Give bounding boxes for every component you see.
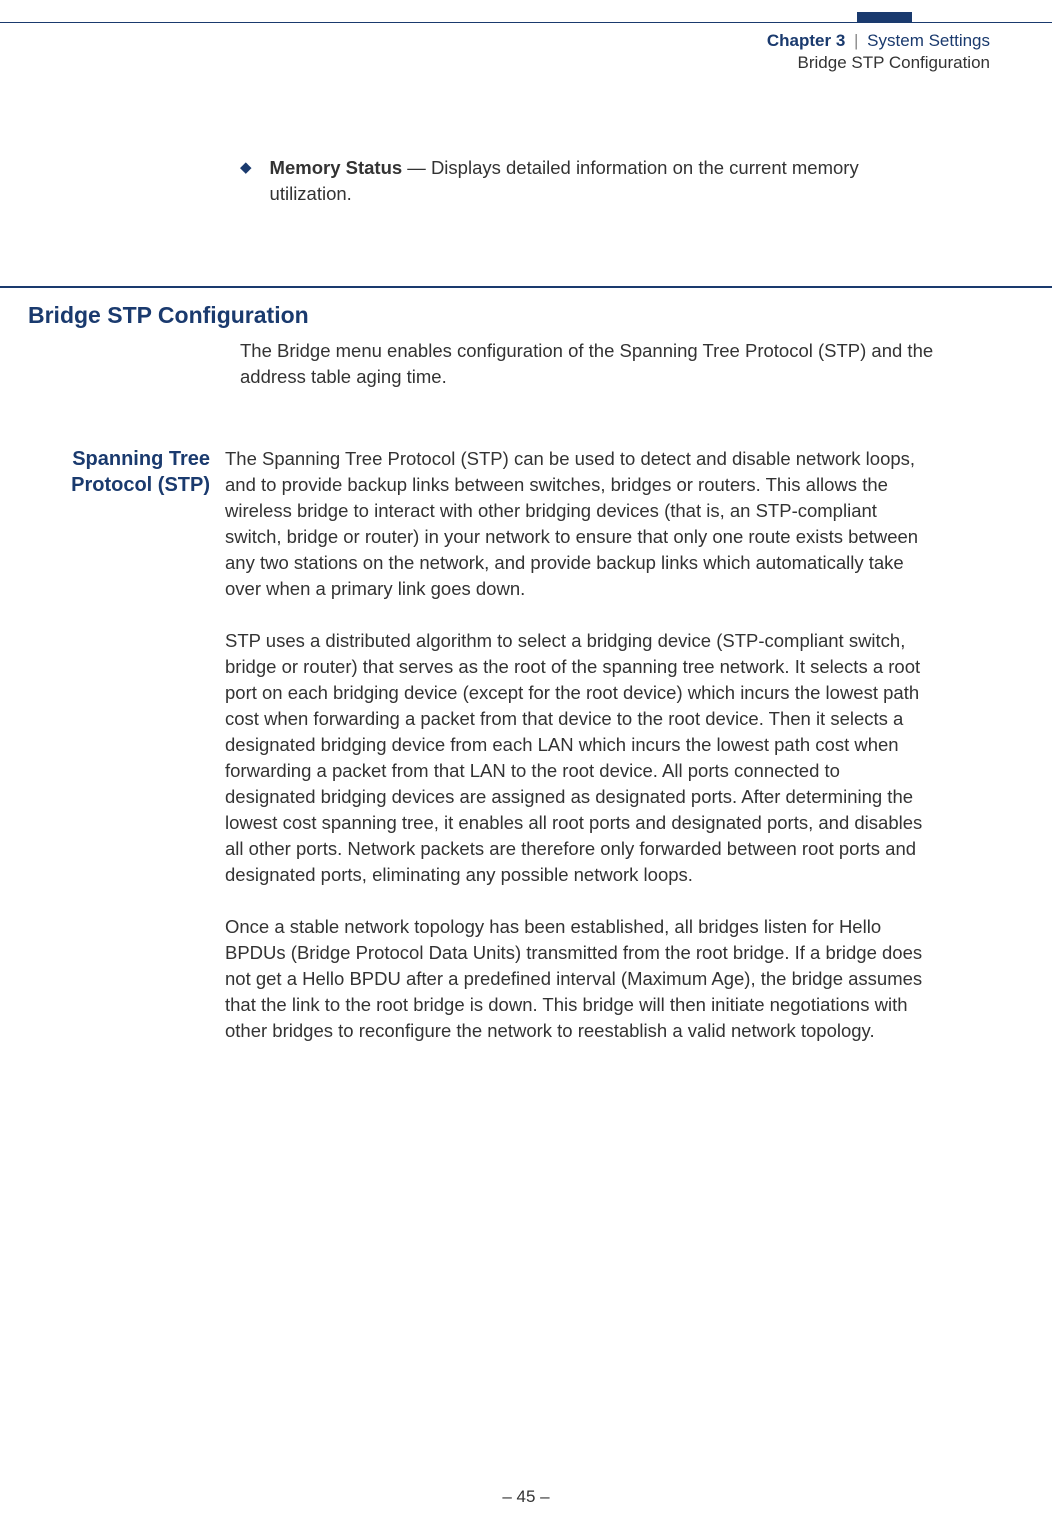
margin-heading: Spanning Tree Protocol (STP) xyxy=(30,446,225,1070)
section-intro: The Bridge menu enables configuration of… xyxy=(240,338,940,390)
body-column: The Spanning Tree Protocol (STP) can be … xyxy=(225,446,925,1070)
subsection-stp: Spanning Tree Protocol (STP) The Spannin… xyxy=(30,446,940,1070)
paragraph-2: STP uses a distributed algorithm to sele… xyxy=(225,628,925,888)
bullet-item: ◆ Memory Status — Displays detailed info… xyxy=(240,155,940,207)
header-subtitle: Bridge STP Configuration xyxy=(767,52,990,74)
page-number: – 45 – xyxy=(0,1487,1052,1507)
bullet-bold-term: Memory Status xyxy=(270,157,403,178)
paragraph-3: Once a stable network topology has been … xyxy=(225,914,925,1044)
header-rule xyxy=(0,22,1052,23)
page-header: Chapter 3 | System Settings Bridge STP C… xyxy=(767,30,990,74)
header-tab-decor xyxy=(857,12,912,22)
bullet-text: Memory Status — Displays detailed inform… xyxy=(270,155,940,207)
section-rule xyxy=(0,286,1052,288)
section-heading: Bridge STP Configuration xyxy=(28,302,309,329)
margin-heading-line2: Protocol (STP) xyxy=(30,472,210,498)
diamond-icon: ◆ xyxy=(240,158,252,176)
chapter-title: System Settings xyxy=(867,31,990,50)
chapter-separator: | xyxy=(854,31,858,50)
margin-heading-line1: Spanning Tree xyxy=(30,446,210,472)
chapter-label: Chapter 3 xyxy=(767,31,845,50)
paragraph-1: The Spanning Tree Protocol (STP) can be … xyxy=(225,446,925,602)
